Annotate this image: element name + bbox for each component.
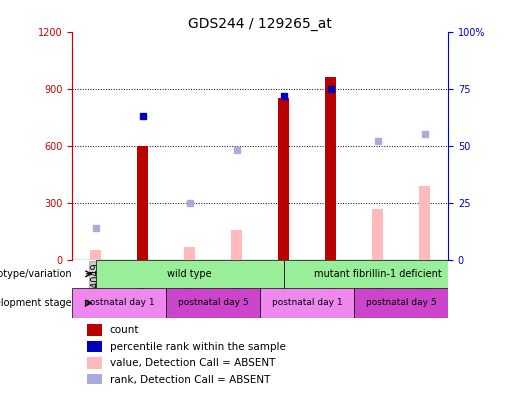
- Bar: [87, 357, 102, 369]
- Text: GSM4091: GSM4091: [420, 263, 430, 309]
- Bar: [72, 288, 166, 318]
- Text: GSM4085: GSM4085: [372, 263, 383, 309]
- Bar: [87, 373, 102, 385]
- Text: postnatal day 5: postnatal day 5: [178, 299, 248, 307]
- Text: value, Detection Call = ABSENT: value, Detection Call = ABSENT: [110, 358, 275, 368]
- Bar: [419, 186, 431, 260]
- Bar: [231, 230, 243, 260]
- Title: GDS244 / 129265_at: GDS244 / 129265_at: [188, 17, 332, 30]
- Text: GSM4055: GSM4055: [138, 263, 148, 310]
- Bar: [372, 209, 384, 260]
- Bar: [166, 288, 260, 318]
- Text: GSM4079: GSM4079: [325, 263, 336, 309]
- Text: postnatal day 1: postnatal day 1: [272, 299, 342, 307]
- Bar: [260, 288, 354, 318]
- Text: GSM4067: GSM4067: [232, 263, 242, 309]
- Text: count: count: [110, 325, 139, 335]
- Bar: [90, 250, 101, 260]
- Text: mutant fibrillin-1 deficient: mutant fibrillin-1 deficient: [314, 269, 441, 279]
- Bar: [184, 247, 196, 260]
- Bar: [324, 77, 336, 260]
- Text: wild type: wild type: [167, 269, 212, 279]
- Text: genotype/variation: genotype/variation: [0, 269, 72, 279]
- Text: postnatal day 1: postnatal day 1: [84, 299, 154, 307]
- Bar: [278, 98, 289, 260]
- Bar: [96, 260, 284, 288]
- Bar: [87, 341, 102, 352]
- Text: GSM4061: GSM4061: [184, 263, 195, 309]
- Bar: [136, 146, 148, 260]
- Bar: [354, 288, 448, 318]
- Text: GSM4073: GSM4073: [279, 263, 288, 309]
- Bar: [284, 260, 472, 288]
- Text: percentile rank within the sample: percentile rank within the sample: [110, 341, 286, 352]
- Text: rank, Detection Call = ABSENT: rank, Detection Call = ABSENT: [110, 375, 270, 385]
- Text: postnatal day 5: postnatal day 5: [366, 299, 436, 307]
- Bar: [87, 324, 102, 336]
- Text: GSM4049: GSM4049: [91, 263, 100, 309]
- Text: development stage: development stage: [0, 298, 72, 308]
